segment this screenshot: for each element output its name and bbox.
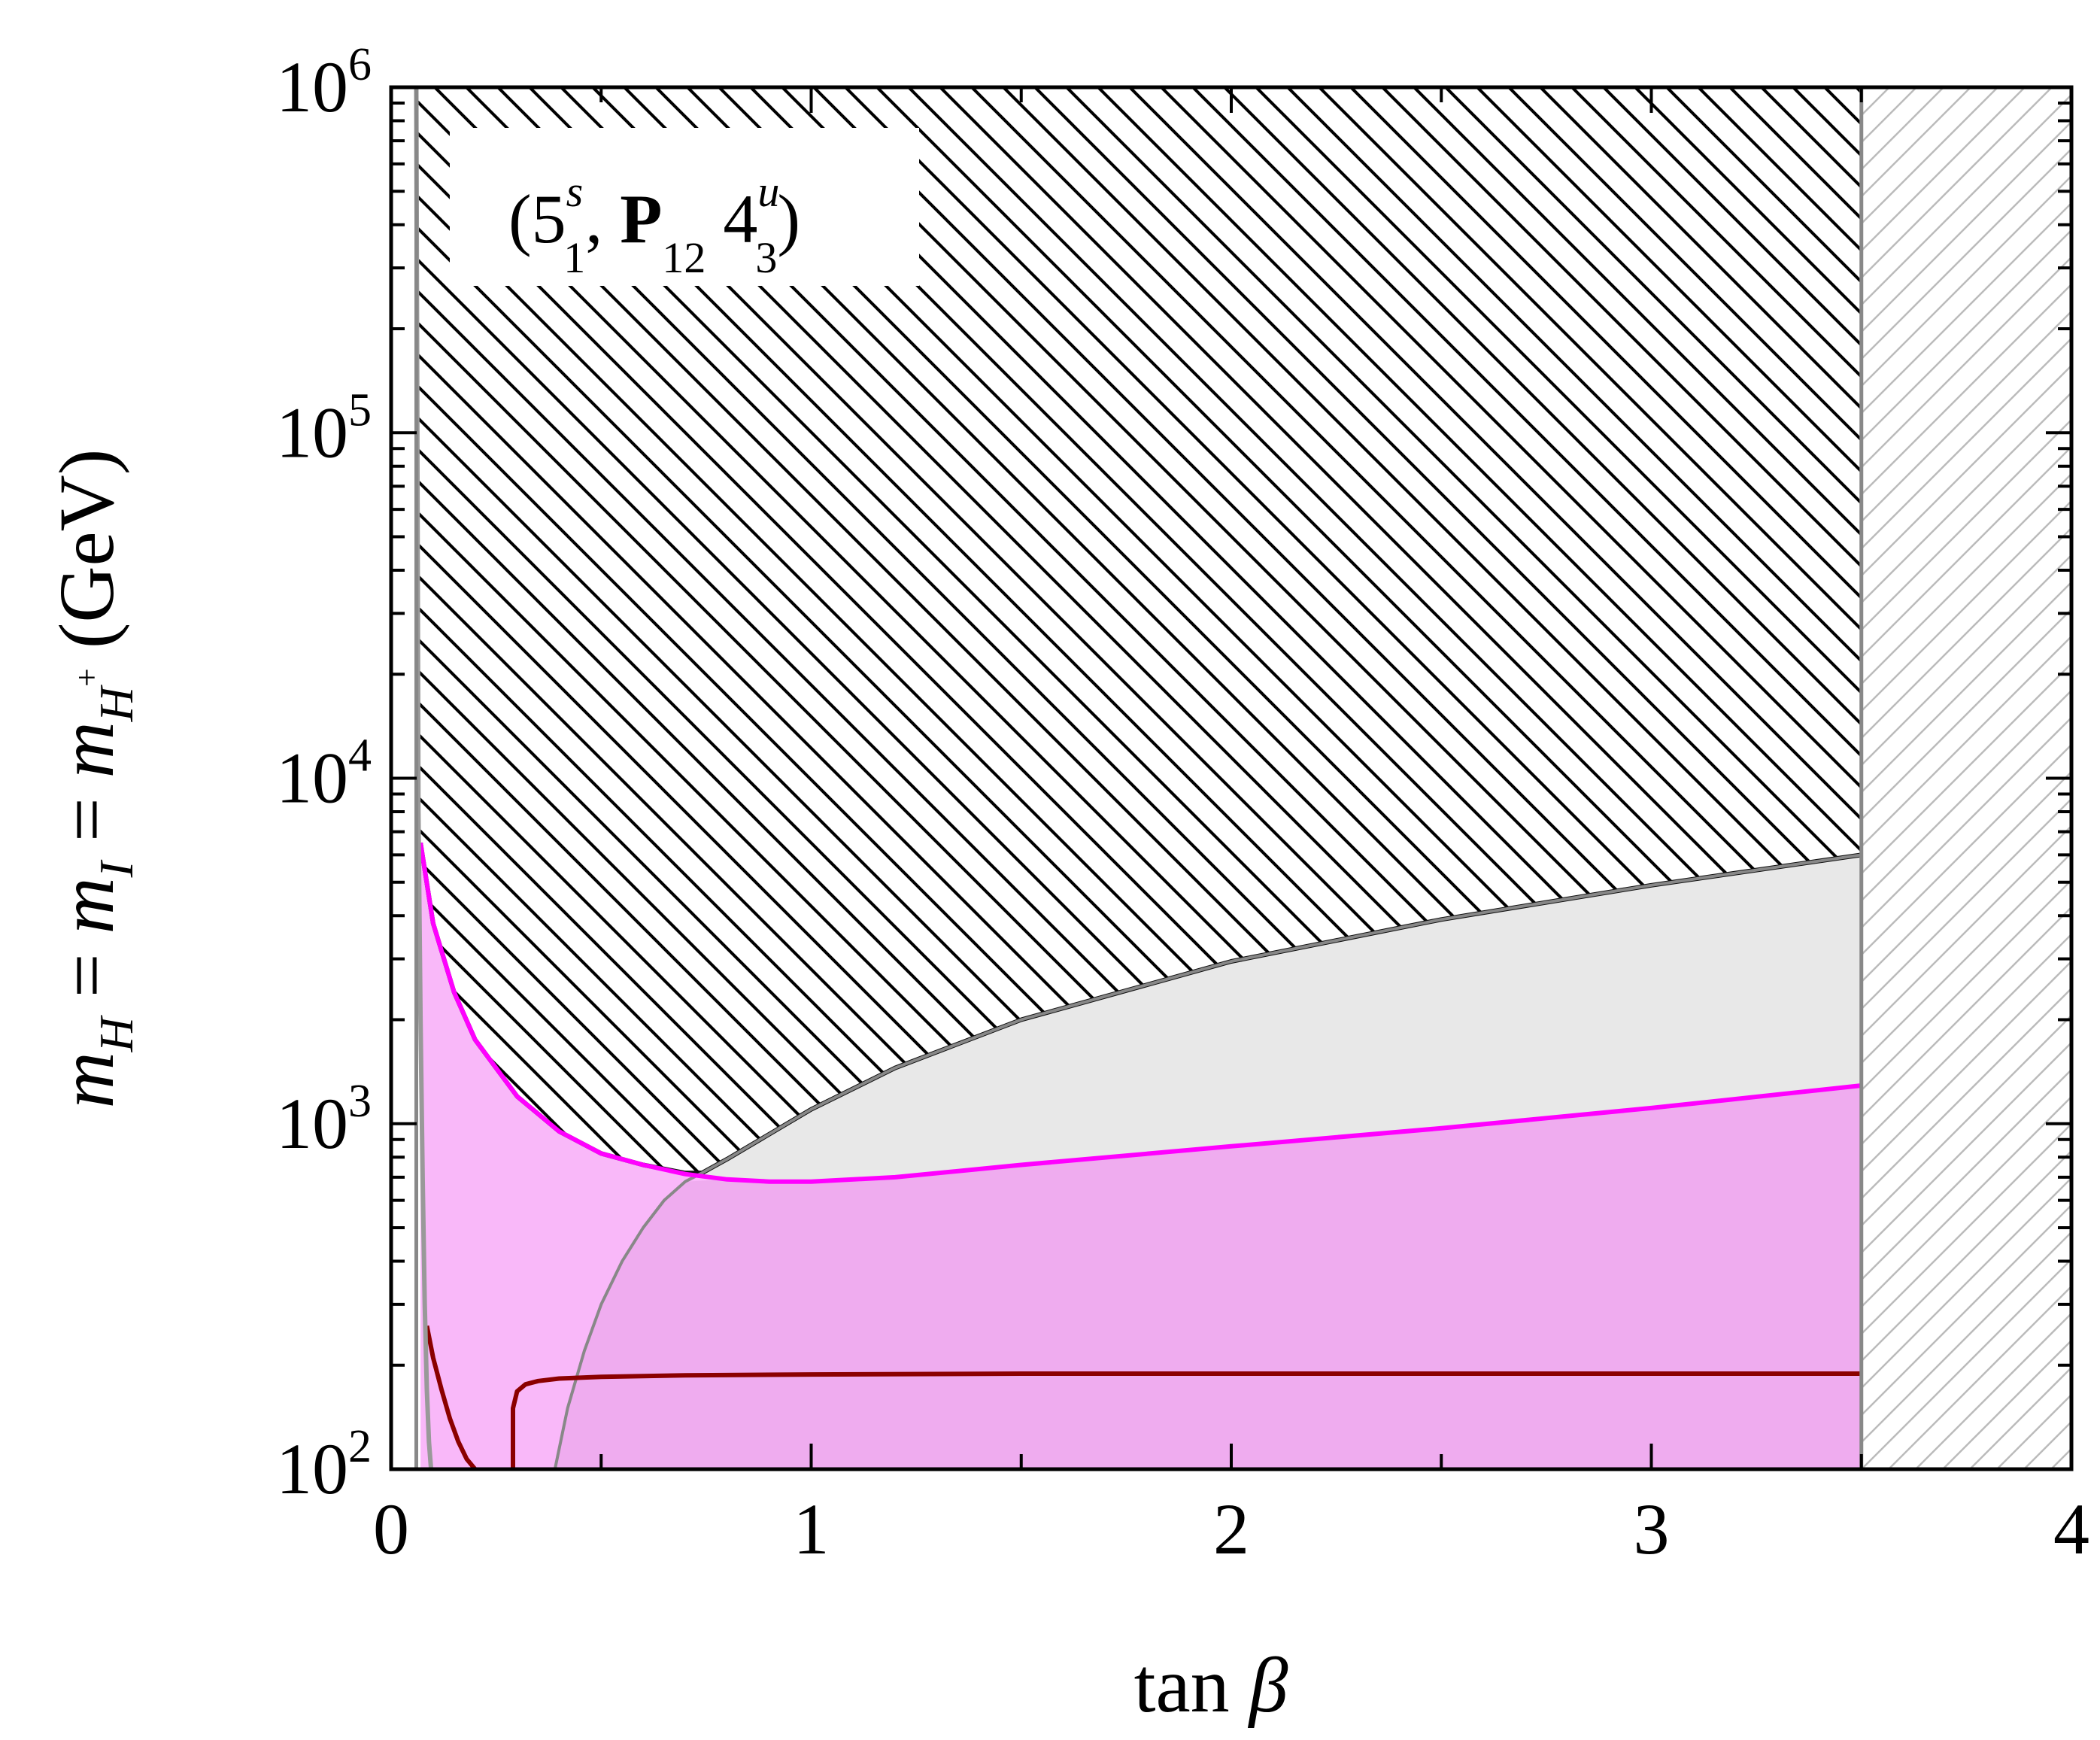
excluded-region-upper-hatched [416, 87, 1862, 1174]
y-title-sup-plus: + [68, 668, 105, 687]
label-four: 4 [706, 181, 757, 257]
y-tick-label: 104 [276, 730, 372, 818]
label-open: (5 [508, 181, 566, 257]
y-title-unit: (GeV) [44, 449, 130, 669]
y-axis-title: mH = mI = mH+ (GeV) [44, 449, 143, 1109]
x-tick-label: 0 [373, 1489, 409, 1569]
y-tick-label: 103 [276, 1076, 372, 1164]
x-tick-label: 4 [2053, 1489, 2089, 1569]
series-dark_red_right [511, 1371, 1862, 1469]
y-title-m3: m [44, 721, 130, 778]
svg-text:(5s1, P12 4u3): (5s 1, P12 4u 3) [508, 167, 800, 282]
x-axis-title-main: tan [1134, 1642, 1230, 1729]
label-bold-p: P [620, 181, 662, 257]
series-magenta_curve [418, 842, 1862, 1184]
y-title-m2: m [44, 877, 130, 934]
x-tick-label: 3 [1634, 1489, 1670, 1569]
y-title-m1: m [44, 1052, 130, 1108]
label-sub-3: 3 [755, 233, 777, 282]
label-comma: , [585, 181, 620, 257]
ticks-layer [390, 87, 2073, 1471]
y-title-sub-h: H [90, 1014, 143, 1052]
y-title-sub-h2: H [90, 684, 143, 722]
series-near_axis_gray [414, 87, 434, 1469]
label-sub-1: 1 [563, 233, 585, 282]
y-tick-label: 102 [276, 1421, 372, 1509]
y-tick-label: 105 [276, 384, 372, 472]
y-tick-label: 106 [276, 39, 372, 127]
series-layer [414, 87, 1862, 1469]
x-axis-title: tan β [1134, 1642, 1288, 1729]
y-title-sub-i: I [90, 859, 143, 878]
y-title-eq1: = [44, 934, 130, 1017]
x-tick-label: 2 [1213, 1489, 1249, 1569]
label-sup-s: s [566, 167, 584, 216]
x-axis-title-symbol: β [1248, 1642, 1288, 1729]
y-title-eq2: = [44, 778, 130, 861]
label-sup-u: u [757, 167, 779, 216]
label-box: (5s 1, P12 4u 3) [450, 128, 919, 286]
label-sub-12: 12 [662, 233, 706, 282]
x-tick-label: 1 [794, 1489, 830, 1569]
series-gray_boundary [553, 853, 1862, 1469]
excluded-region-right-hatched [1861, 87, 2071, 1469]
label-close: ) [777, 181, 800, 257]
series-dark_red_left [424, 1325, 478, 1469]
